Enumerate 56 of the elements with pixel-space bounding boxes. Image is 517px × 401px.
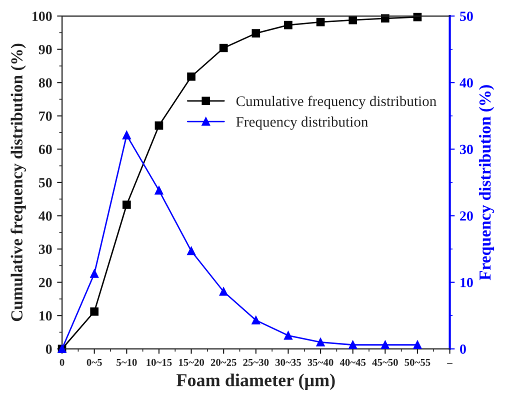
- x-tick-label: 50~55: [404, 358, 430, 366]
- point: [316, 18, 325, 26]
- point: [284, 20, 292, 30]
- point: [219, 287, 228, 296]
- y2-tick-label: 50: [460, 12, 473, 21]
- y-axis-title: Cumulative frequency distribution (%): [10, 44, 26, 322]
- point: [154, 186, 164, 195]
- x-tick-label: 40~45: [340, 358, 366, 366]
- y-tick-label: 0: [46, 344, 52, 354]
- point: [219, 44, 228, 52]
- legend-label: Cumulative frequency distribution: [236, 96, 436, 110]
- x-tick-label: 20~25: [210, 358, 236, 366]
- legend-label: Frequency distribution: [236, 116, 368, 130]
- y2-tick-label: 40: [460, 78, 473, 88]
- y2-tick-label: 10: [460, 278, 473, 288]
- y2-tick-label: 0: [460, 344, 466, 354]
- x-tick-label: 0~5: [86, 358, 102, 366]
- point: [381, 340, 390, 350]
- y-tick-label: 60: [38, 144, 52, 154]
- y-tick-label: 90: [38, 44, 52, 54]
- y-tick-label: 80: [38, 78, 52, 88]
- y-tick-label: 10: [40, 311, 52, 321]
- x-tick-label: 5~10: [116, 358, 137, 366]
- point: [252, 29, 260, 38]
- point: [122, 200, 131, 209]
- x-tick-label: 10~15: [146, 358, 172, 366]
- point: [316, 338, 325, 346]
- y2-tick-label: 30: [460, 144, 473, 154]
- point: [381, 14, 390, 23]
- y2-axis-title: Frequency distribution (%): [478, 85, 494, 280]
- y-tick-label: 50: [38, 178, 52, 188]
- x-tick-label: 25~30: [243, 358, 269, 366]
- y-tick-label: 20: [39, 278, 52, 288]
- point: [122, 131, 131, 140]
- y-tick-label: 70: [39, 111, 52, 121]
- y-tick-label: 100: [32, 12, 52, 21]
- point: [252, 316, 260, 324]
- point: [413, 340, 422, 350]
- point: [90, 269, 99, 278]
- point: [154, 121, 164, 130]
- point: [90, 307, 99, 316]
- y-tick-label: 30: [38, 244, 52, 254]
- point: [187, 72, 196, 81]
- point: [348, 340, 358, 350]
- x-tick-label: 15~20: [179, 358, 204, 366]
- x-tick-label: 30~35: [275, 358, 301, 366]
- point: [348, 16, 358, 24]
- point: [284, 331, 292, 340]
- x-tick-label: 45~50: [372, 358, 398, 366]
- x-tick-label: 35~40: [308, 358, 334, 366]
- point: [187, 246, 196, 256]
- x-axis-title: Foam diameter (μm): [176, 374, 335, 390]
- x-tick-label: –: [447, 363, 452, 364]
- y-tick-label: 40: [38, 211, 52, 221]
- y2-tick-label: 20: [460, 211, 473, 221]
- x-tick-label: 0: [60, 358, 64, 366]
